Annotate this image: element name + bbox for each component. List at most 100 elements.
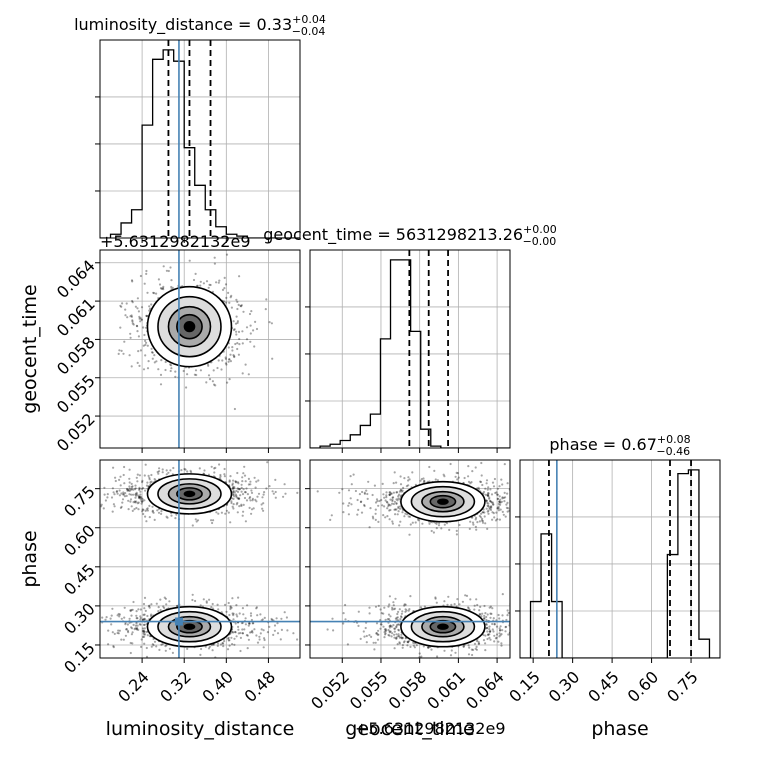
- sample-point: [406, 644, 409, 647]
- sample-point: [139, 615, 142, 618]
- sample-point: [124, 623, 127, 626]
- sample-point: [239, 631, 242, 635]
- sample-point: [442, 473, 445, 476]
- sample-point: [162, 605, 165, 608]
- sample-point: [232, 479, 235, 482]
- sample-point: [498, 500, 501, 503]
- sample-point: [376, 638, 380, 641]
- sample-point: [137, 495, 141, 498]
- sample-point: [100, 505, 103, 508]
- sample-point: [402, 641, 406, 644]
- sample-point: [248, 622, 251, 625]
- sample-point: [506, 501, 509, 504]
- x-axis-label-phase: phase: [591, 718, 648, 740]
- panel-content: [310, 250, 510, 448]
- sample-point: [236, 615, 239, 618]
- sample-point: [408, 478, 411, 481]
- sample-point: [85, 634, 87, 636]
- sample-point: [469, 520, 472, 523]
- sample-point: [486, 494, 489, 497]
- sample-point: [302, 628, 304, 630]
- sample-point: [396, 499, 399, 502]
- sample-point: [246, 634, 249, 637]
- sample-point: [474, 518, 477, 521]
- sample-point: [164, 649, 167, 652]
- sample-point: [249, 483, 252, 486]
- sample-point: [137, 496, 140, 500]
- sample-point: [232, 489, 235, 492]
- sample-point: [517, 641, 519, 643]
- sample-point: [231, 597, 234, 600]
- sample-point: [393, 627, 396, 630]
- sample-point: [498, 518, 501, 521]
- sample-point: [122, 493, 125, 496]
- sample-point: [486, 613, 489, 616]
- sample-point: [169, 469, 172, 472]
- sample-point: [129, 641, 132, 645]
- sample-point: [135, 506, 138, 510]
- sample-point: [146, 367, 150, 370]
- sample-point: [207, 374, 211, 377]
- sample-point: [191, 524, 194, 527]
- sample-point: [218, 463, 221, 466]
- sample-point: [129, 609, 132, 613]
- sample-point: [372, 641, 375, 644]
- sample-point: [383, 636, 386, 639]
- sample-point: [232, 503, 235, 506]
- sample-point: [126, 623, 129, 626]
- sample-point: [422, 645, 425, 648]
- sample-point: [141, 500, 144, 504]
- sample-point: [497, 613, 500, 617]
- sample-point: [151, 509, 154, 512]
- sample-point: [489, 616, 492, 619]
- x-tick-label: 0.48: [241, 667, 280, 706]
- sample-point: [389, 508, 392, 512]
- panel-frame: [519, 459, 721, 659]
- sample-point: [497, 507, 500, 510]
- sample-point: [501, 510, 504, 513]
- sample-point: [242, 488, 245, 491]
- sample-point: [223, 467, 226, 471]
- sample-point: [132, 323, 135, 326]
- sample-point: [199, 604, 202, 607]
- sample-point: [476, 521, 479, 524]
- sample-point: [383, 496, 386, 499]
- sample-point: [122, 493, 125, 496]
- sample-point: [229, 521, 232, 524]
- sample-point: [506, 614, 509, 617]
- sample-point: [396, 643, 399, 646]
- sample-point: [404, 610, 407, 613]
- sample-point: [132, 600, 135, 604]
- sample-point: [165, 269, 168, 272]
- sample-point: [262, 493, 265, 496]
- y-tick-label: 0.058: [53, 333, 99, 379]
- sample-point: [248, 622, 251, 625]
- sample-point: [389, 491, 392, 494]
- sample-point: [475, 639, 479, 643]
- sample-point: [393, 627, 397, 630]
- sample-point: [540, 478, 542, 480]
- sample-point: [135, 476, 138, 479]
- sample-point: [128, 489, 131, 493]
- sample-point: [248, 506, 251, 509]
- sample-point: [138, 317, 141, 320]
- sample-point: [489, 500, 492, 503]
- sample-point: [130, 614, 133, 617]
- sample-point: [505, 506, 508, 509]
- sample-point: [141, 618, 144, 622]
- sample-point: [404, 637, 407, 640]
- sample-point: [124, 314, 127, 317]
- sample-point: [389, 615, 392, 618]
- x-offset-label: +5.6312982132e9: [355, 719, 506, 738]
- sample-point: [434, 521, 437, 524]
- sample-point: [366, 497, 369, 500]
- sample-point: [221, 642, 225, 645]
- sample-point: [186, 647, 189, 651]
- sample-point: [231, 483, 234, 487]
- sample-point: [148, 478, 151, 481]
- sample-point: [236, 501, 239, 505]
- sample-point: [247, 373, 250, 376]
- sample-point: [394, 617, 397, 620]
- sample-point: [450, 649, 453, 652]
- density-contour: [437, 623, 449, 630]
